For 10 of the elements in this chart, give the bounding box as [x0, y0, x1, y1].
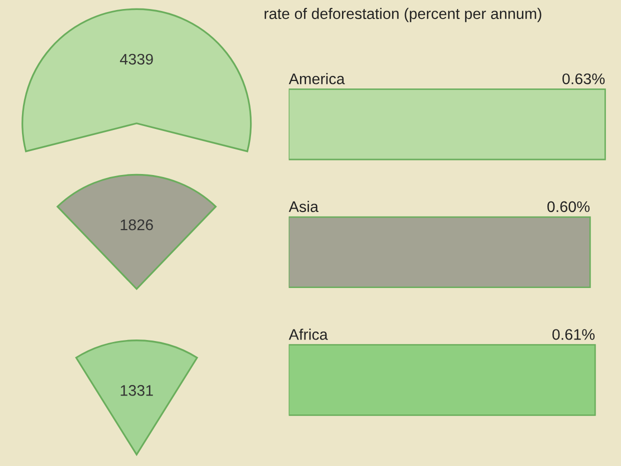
data-label: 4339	[120, 54, 153, 65]
data-label: 1826	[120, 219, 153, 230]
category-label: America	[288, 73, 345, 84]
data-label: 0.60%	[547, 201, 590, 212]
data-label: 0.63%	[562, 73, 605, 84]
data-label: 1331	[120, 385, 153, 396]
category-label: Asia	[288, 200, 318, 212]
chart-title: rate of deforestation (percent per annum)	[264, 8, 542, 22]
data-label: 0.61%	[552, 329, 595, 340]
category-label: Africa	[288, 328, 328, 340]
